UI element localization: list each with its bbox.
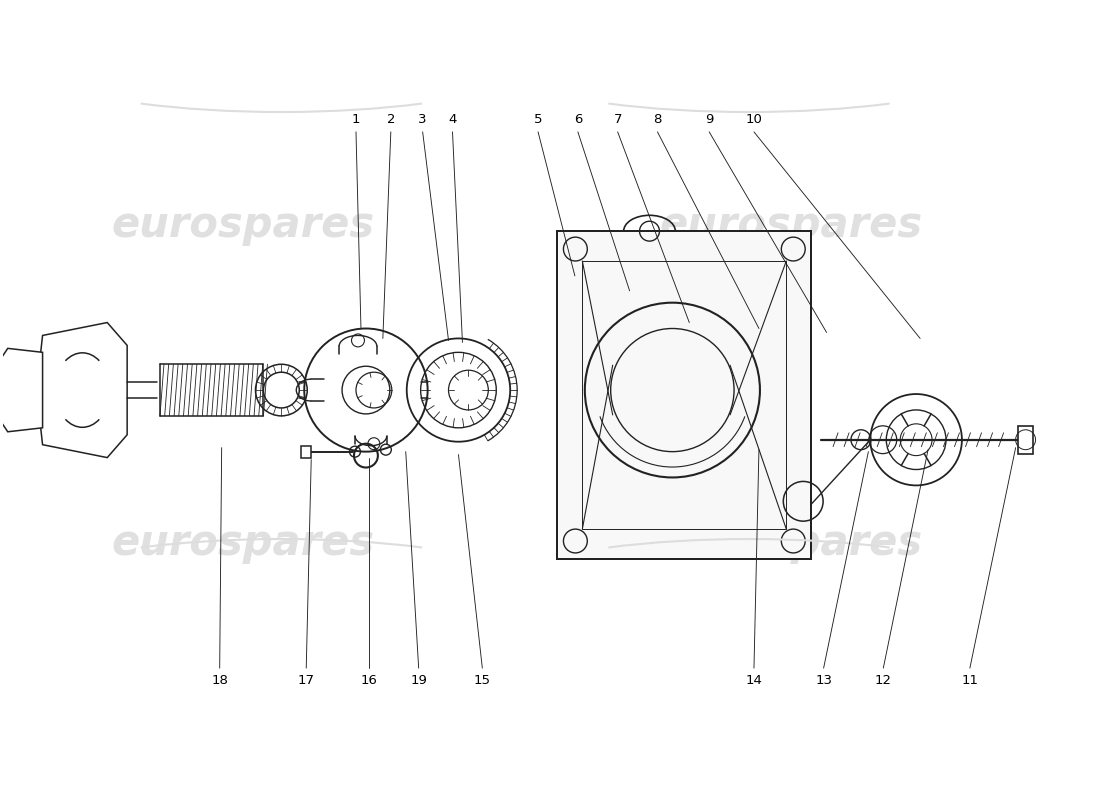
- Text: 4: 4: [449, 114, 456, 126]
- Text: 11: 11: [961, 674, 978, 686]
- Text: eurospares: eurospares: [659, 204, 922, 246]
- Text: 7: 7: [614, 114, 622, 126]
- Text: 18: 18: [211, 674, 228, 686]
- Text: 3: 3: [418, 114, 427, 126]
- Text: 1: 1: [352, 114, 360, 126]
- Polygon shape: [37, 322, 128, 458]
- Text: 6: 6: [574, 114, 582, 126]
- Text: 15: 15: [474, 674, 491, 686]
- Text: 17: 17: [298, 674, 315, 686]
- Text: 2: 2: [386, 114, 395, 126]
- Polygon shape: [558, 231, 811, 559]
- Text: 5: 5: [534, 114, 542, 126]
- Text: 10: 10: [746, 114, 762, 126]
- Text: 19: 19: [410, 674, 427, 686]
- Text: eurospares: eurospares: [112, 204, 375, 246]
- Text: 12: 12: [874, 674, 892, 686]
- Text: 13: 13: [815, 674, 832, 686]
- Text: eurospares: eurospares: [112, 522, 375, 564]
- Polygon shape: [301, 446, 311, 458]
- Polygon shape: [0, 348, 43, 432]
- Text: 8: 8: [653, 114, 661, 126]
- Text: eurospares: eurospares: [659, 522, 922, 564]
- Text: 9: 9: [705, 114, 714, 126]
- Polygon shape: [1018, 426, 1033, 454]
- Text: 14: 14: [746, 674, 762, 686]
- Text: 16: 16: [361, 674, 377, 686]
